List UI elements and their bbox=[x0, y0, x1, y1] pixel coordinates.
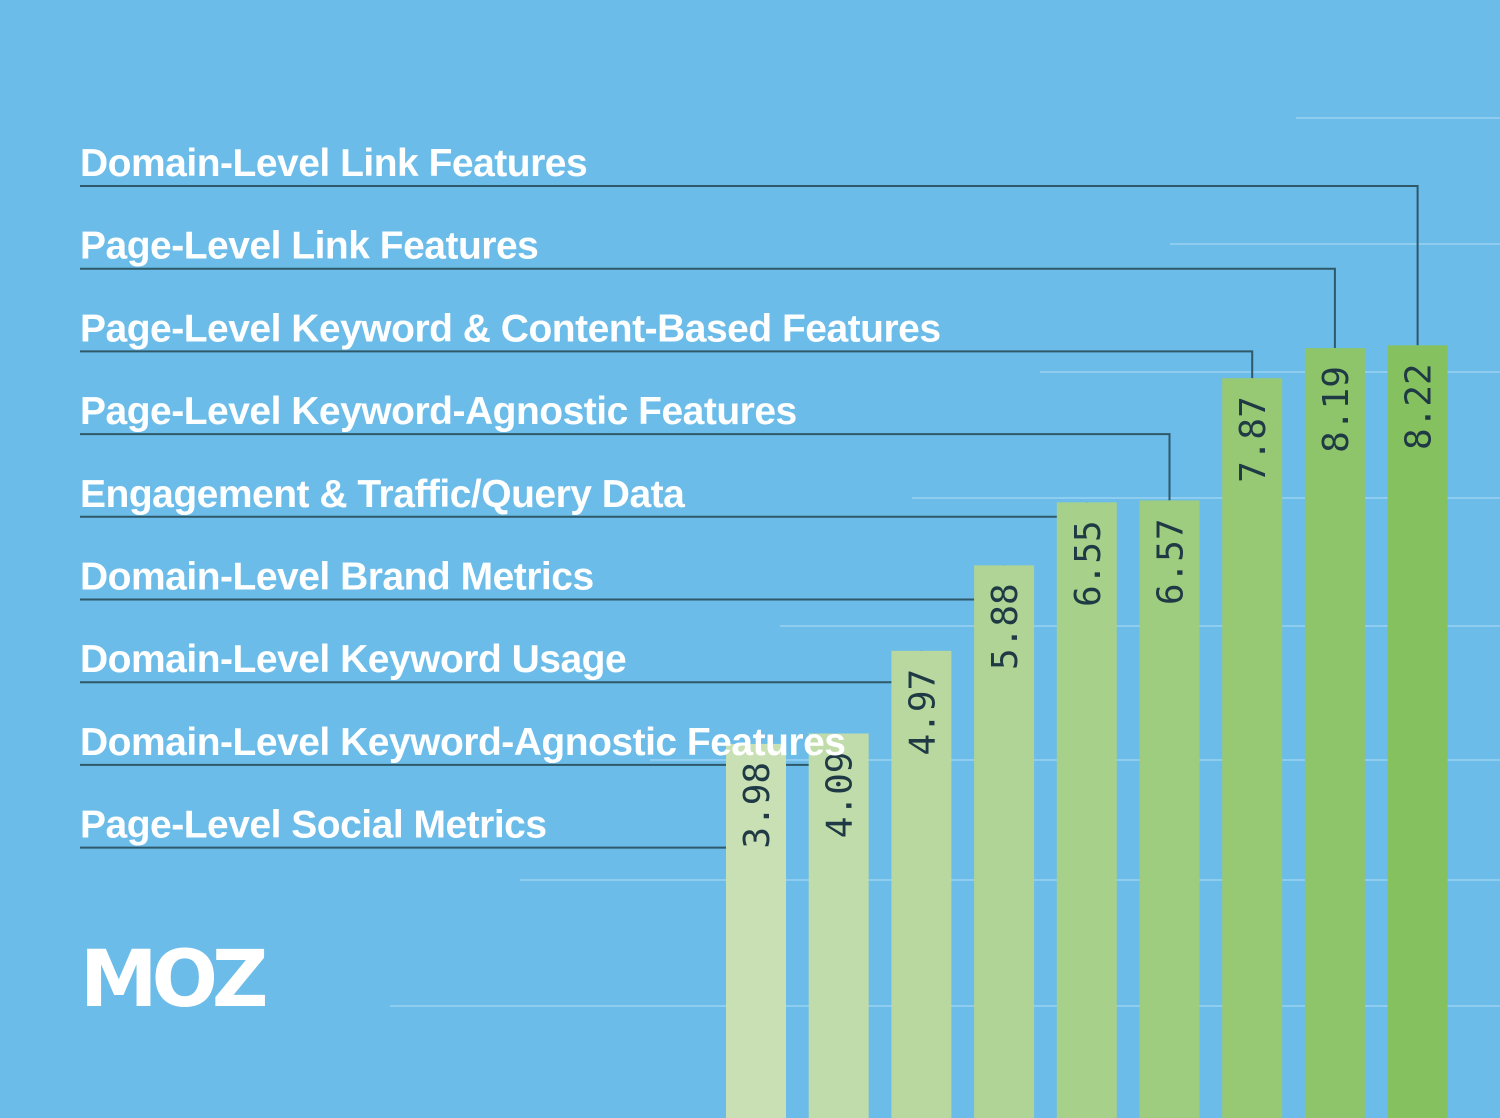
leader-line bbox=[80, 185, 1419, 346]
category-label: Domain-Level Keyword-Agnostic Features bbox=[80, 721, 846, 764]
value-label: 8.19 bbox=[1316, 366, 1357, 453]
category-label: Page-Level Social Metrics bbox=[80, 804, 547, 847]
value-label: 3.98 bbox=[737, 762, 778, 849]
category-label: Page-Level Keyword & Content-Based Featu… bbox=[80, 307, 941, 350]
category-label: Page-Level Keyword-Agnostic Features bbox=[80, 390, 797, 433]
bar bbox=[808, 733, 869, 1118]
moz-logo: MOZ bbox=[80, 935, 272, 1025]
moz-logo-text: MOZ bbox=[80, 935, 266, 1025]
category-label: Domain-Level Keyword Usage bbox=[80, 638, 626, 681]
value-label: 6.57 bbox=[1151, 518, 1192, 605]
value-label: 4.97 bbox=[902, 669, 943, 756]
bars bbox=[726, 345, 1448, 1118]
category-label: Page-Level Link Features bbox=[80, 225, 538, 268]
value-label: 4.09 bbox=[820, 752, 861, 839]
leader-line bbox=[80, 433, 1171, 501]
bar bbox=[1222, 378, 1283, 1118]
value-labels: 3.98 4.09 4.97 5.88 6.55 6.57 7.87 8.19 8.22 bbox=[737, 363, 1440, 848]
bar bbox=[1056, 502, 1117, 1118]
category-label: Engagement & Traffic/Query Data bbox=[80, 473, 685, 516]
bar bbox=[1139, 500, 1200, 1118]
bar bbox=[1387, 345, 1448, 1118]
leader-line bbox=[80, 350, 1254, 379]
category-label: Domain-Level Link Features bbox=[80, 142, 587, 185]
value-label: 6.55 bbox=[1068, 520, 1109, 607]
category-labels: Page-Level Social Metrics Domain-Level Ke… bbox=[80, 142, 941, 847]
bar bbox=[974, 565, 1035, 1118]
value-label: 7.87 bbox=[1233, 396, 1274, 483]
value-label: 8.22 bbox=[1399, 363, 1440, 450]
value-label: 5.88 bbox=[985, 583, 1026, 670]
category-label: Domain-Level Brand Metrics bbox=[80, 556, 594, 599]
bar bbox=[891, 650, 952, 1118]
bar bbox=[1304, 348, 1365, 1118]
bar bbox=[726, 743, 786, 1118]
leader-line bbox=[80, 267, 1336, 349]
